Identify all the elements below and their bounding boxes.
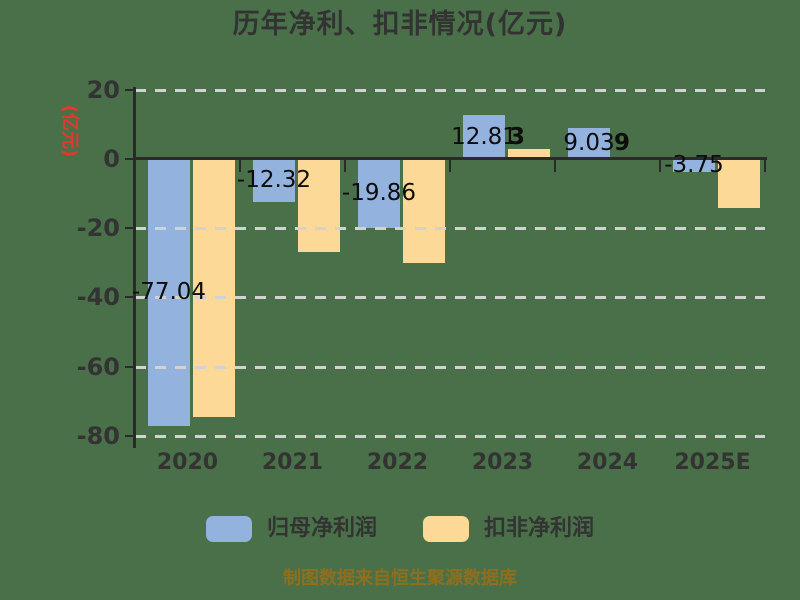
value-label: -12.32	[236, 167, 312, 194]
x-axis-tick	[134, 159, 136, 172]
x-axis-tick	[659, 159, 661, 172]
gridline	[135, 88, 765, 92]
y-axis-tick-label: -20	[76, 214, 120, 243]
y-axis-tick	[125, 296, 134, 299]
bar-net-profit	[358, 159, 400, 228]
value-label-fragment: 9	[614, 130, 631, 157]
bar-deducted-profit	[508, 148, 550, 159]
x-axis-category-label: 2020	[156, 450, 219, 475]
x-axis-tick	[239, 159, 241, 172]
y-axis-tick	[125, 434, 134, 437]
x-axis-tick	[554, 159, 556, 172]
bar-deducted-profit	[403, 159, 445, 263]
y-axis-tick-label: 20	[86, 75, 120, 104]
x-axis-zero-line	[133, 157, 767, 160]
x-axis-tick	[764, 159, 766, 172]
legend-label-net-profit: 归母净利润	[266, 516, 377, 541]
bar-deducted-profit	[718, 159, 760, 209]
value-label: -3.75	[664, 152, 724, 179]
bar-net-profit	[568, 127, 610, 159]
x-axis-category-label: 2021	[261, 450, 324, 475]
value-label-fragment: 3	[509, 123, 526, 150]
gridline	[135, 296, 765, 300]
legend-swatch-yellow-icon	[423, 516, 469, 542]
value-label: 9.03	[563, 130, 615, 157]
y-axis-tick-label: -80	[76, 421, 120, 450]
y-axis-tick	[125, 365, 134, 368]
value-label: -77.04	[131, 279, 207, 306]
x-axis-category-label: 2024	[576, 450, 639, 475]
value-label: -19.86	[341, 180, 417, 207]
x-axis-category-label: 2023	[471, 450, 534, 475]
y-axis-tick	[125, 227, 134, 230]
x-axis-tick	[344, 159, 346, 172]
gridline	[135, 227, 765, 231]
y-axis-line	[133, 87, 136, 448]
legend-label-deducted-profit: 扣非净利润	[484, 516, 595, 541]
bar-net-profit	[673, 159, 715, 172]
value-label: 12.81	[451, 123, 517, 150]
x-axis-category-label: 2025E	[674, 450, 751, 475]
y-axis-tick-label: -40	[76, 283, 120, 312]
legend-item-deducted-profit: 扣非净利润	[423, 516, 594, 542]
legend-swatch-blue-icon	[205, 516, 252, 542]
bar-deducted-profit	[193, 159, 235, 417]
data-source-note: 制图数据来自恒生聚源数据库	[283, 568, 517, 589]
x-axis-tick	[449, 159, 451, 172]
gridline	[135, 365, 765, 369]
y-axis-tick-label: 0	[103, 145, 120, 173]
gridline	[135, 434, 765, 438]
y-axis-tick	[125, 158, 134, 160]
legend: 归母净利润 扣非净利润	[0, 516, 800, 542]
x-axis-category-label: 2022	[366, 450, 429, 475]
y-axis-tick	[125, 88, 134, 91]
legend-item-net-profit: 归母净利润	[205, 516, 377, 542]
chart-title: 历年净利、扣非情况(亿元)	[232, 9, 568, 40]
bar-net-profit	[253, 159, 295, 202]
y-axis-tick-label: -60	[76, 352, 120, 381]
bar-deducted-profit	[298, 159, 340, 253]
bar-net-profit	[148, 159, 190, 426]
bar-net-profit	[463, 114, 505, 159]
